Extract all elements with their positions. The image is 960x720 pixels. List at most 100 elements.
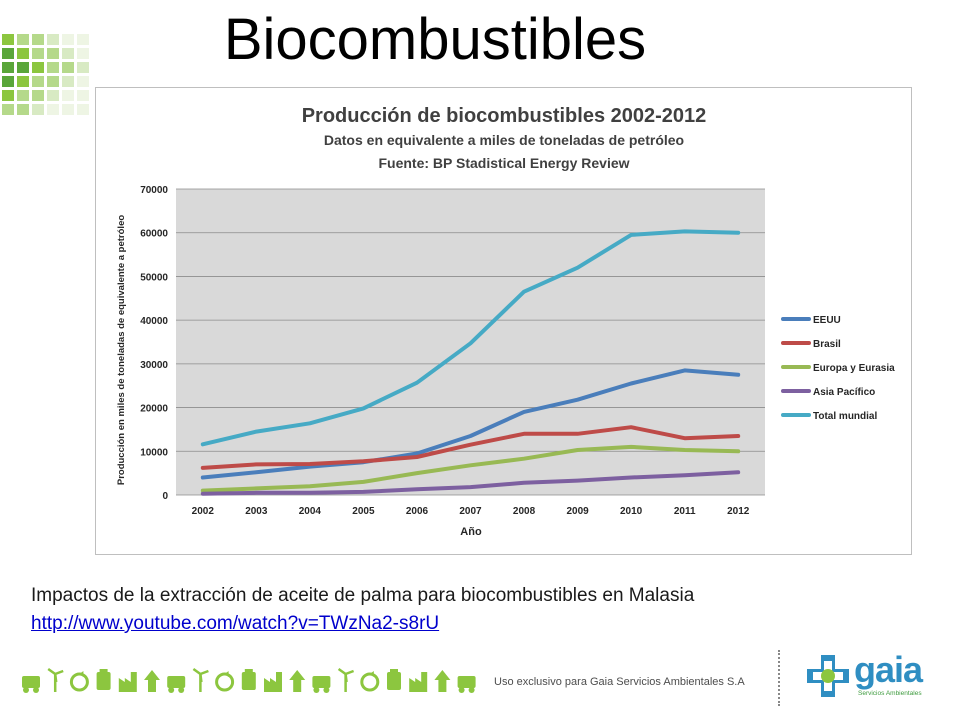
logo-tile	[77, 48, 89, 59]
chart-subtitle-1: Datos en equivalente a miles de tonelada…	[324, 132, 684, 148]
logo-tile	[2, 34, 14, 45]
y-tick-label: 70000	[140, 185, 168, 196]
series-line	[200, 368, 741, 480]
gaia-logo-subtitle: Servicios Ambientales	[858, 690, 922, 697]
airplane-icon	[215, 671, 235, 692]
series-line	[200, 229, 741, 447]
x-tick-label: 2011	[674, 506, 696, 517]
logo-tile	[32, 90, 44, 101]
logo-tile	[2, 62, 14, 73]
logo-tile	[62, 48, 74, 59]
chart-subtitle-2: Fuente: BP Stadistical Energy Review	[378, 155, 629, 171]
logo-tile	[17, 48, 29, 59]
logo-tile	[62, 34, 74, 45]
x-tick-label: 2009	[566, 506, 589, 517]
logo-tile	[2, 90, 14, 101]
bottle-icon	[360, 671, 380, 692]
legend-label: Total mundial	[813, 411, 877, 422]
recycle-icon	[69, 671, 89, 692]
y-tick-label: 60000	[140, 229, 168, 240]
series-line	[200, 444, 741, 493]
car-icon	[387, 669, 401, 690]
logo-tile	[2, 76, 14, 87]
biofuel-production-line-chart: Producción de biocombustibles 2002-2012 …	[116, 105, 895, 538]
logo-tile	[32, 48, 44, 59]
logo-tile	[32, 62, 44, 73]
logo-tile	[17, 62, 29, 73]
logo-tile	[17, 104, 29, 115]
y-tick-label: 20000	[140, 404, 168, 415]
logo-tile	[32, 34, 44, 45]
x-tick-label: 2004	[299, 506, 322, 517]
hammer-icon	[409, 672, 428, 692]
logo-tile	[62, 90, 74, 101]
x-tick-label: 2005	[352, 506, 375, 517]
house-icon	[312, 676, 331, 693]
footer-icon-strip	[22, 667, 476, 693]
battery-icon	[241, 669, 256, 690]
x-tick-label: 2002	[192, 506, 215, 517]
x-tick-label: 2008	[513, 506, 536, 517]
sun-icon	[434, 670, 451, 692]
logo-tile	[47, 76, 59, 87]
truck-icon	[22, 676, 40, 693]
logo-tile	[47, 90, 59, 101]
logo-tile	[62, 62, 74, 73]
logo-tile	[77, 76, 89, 87]
factory-icon	[118, 672, 137, 692]
logo-tile	[47, 104, 59, 115]
footer-divider	[778, 650, 780, 706]
palm-tree-icon	[192, 667, 209, 692]
globe-icon	[337, 667, 355, 692]
y-tick-label: 10000	[140, 447, 168, 458]
logo-tile	[2, 104, 14, 115]
logo-tile	[77, 62, 89, 73]
logo-tile	[47, 34, 59, 45]
logo-tile	[47, 48, 59, 59]
x-tick-label: 2006	[406, 506, 429, 517]
green-tile-grid-logo	[2, 34, 89, 115]
logo-tile	[47, 62, 59, 73]
x-tick-label: 2007	[459, 506, 482, 517]
gaia-cross-logo	[807, 655, 849, 697]
x-tick-label: 2010	[620, 506, 643, 517]
chart-frame: Producción de biocombustibles 2002-2012 …	[95, 87, 912, 555]
logo-tile	[32, 104, 44, 115]
logo-tile	[17, 76, 29, 87]
series-line	[200, 470, 741, 496]
slide-title: Biocombustibles	[223, 7, 647, 72]
x-tick-label: 2003	[245, 506, 268, 517]
legend-label: Europa y Eurasia	[813, 363, 895, 374]
logo-tile	[32, 76, 44, 87]
landscape-icon	[457, 676, 476, 693]
y-tick-label: 50000	[140, 272, 168, 283]
logo-tile	[17, 34, 29, 45]
y-tick-label: 40000	[140, 316, 168, 327]
trash-bin-icon	[167, 676, 186, 693]
gaia-logo-word: gaia	[854, 649, 923, 690]
logo-tile	[77, 104, 89, 115]
logo-tile	[2, 48, 14, 59]
power-plug-icon	[96, 669, 111, 690]
bus-icon	[264, 672, 282, 692]
logo-tile	[77, 90, 89, 101]
x-axis-label: Año	[460, 526, 482, 538]
y-axis-label: Producción en miles de toneladas de equi…	[116, 215, 127, 485]
legend-label: Asia Pacífico	[813, 387, 875, 398]
legend-label: Brasil	[813, 339, 841, 350]
footer-usage-note: Uso exclusivo para Gaia Servicios Ambien…	[494, 676, 745, 688]
logo-tile	[62, 104, 74, 115]
logo-tile	[77, 34, 89, 45]
logo-tile	[17, 90, 29, 101]
x-tick-label: 2012	[727, 506, 750, 517]
wind-turbine-icon	[47, 667, 64, 692]
youtube-video-link[interactable]: http://www.youtube.com/watch?v=TWzNa2-s8…	[31, 613, 440, 634]
y-tick-label: 30000	[140, 360, 168, 371]
chart-title: Producción de biocombustibles 2002-2012	[302, 105, 707, 127]
video-caption: Impactos de la extracción de aceite de p…	[31, 585, 695, 606]
shopping-cart-icon	[144, 670, 160, 692]
legend-label: EEUU	[813, 315, 841, 326]
series-line	[200, 425, 741, 470]
logo-tile	[62, 76, 74, 87]
bicycle-icon	[289, 670, 306, 692]
